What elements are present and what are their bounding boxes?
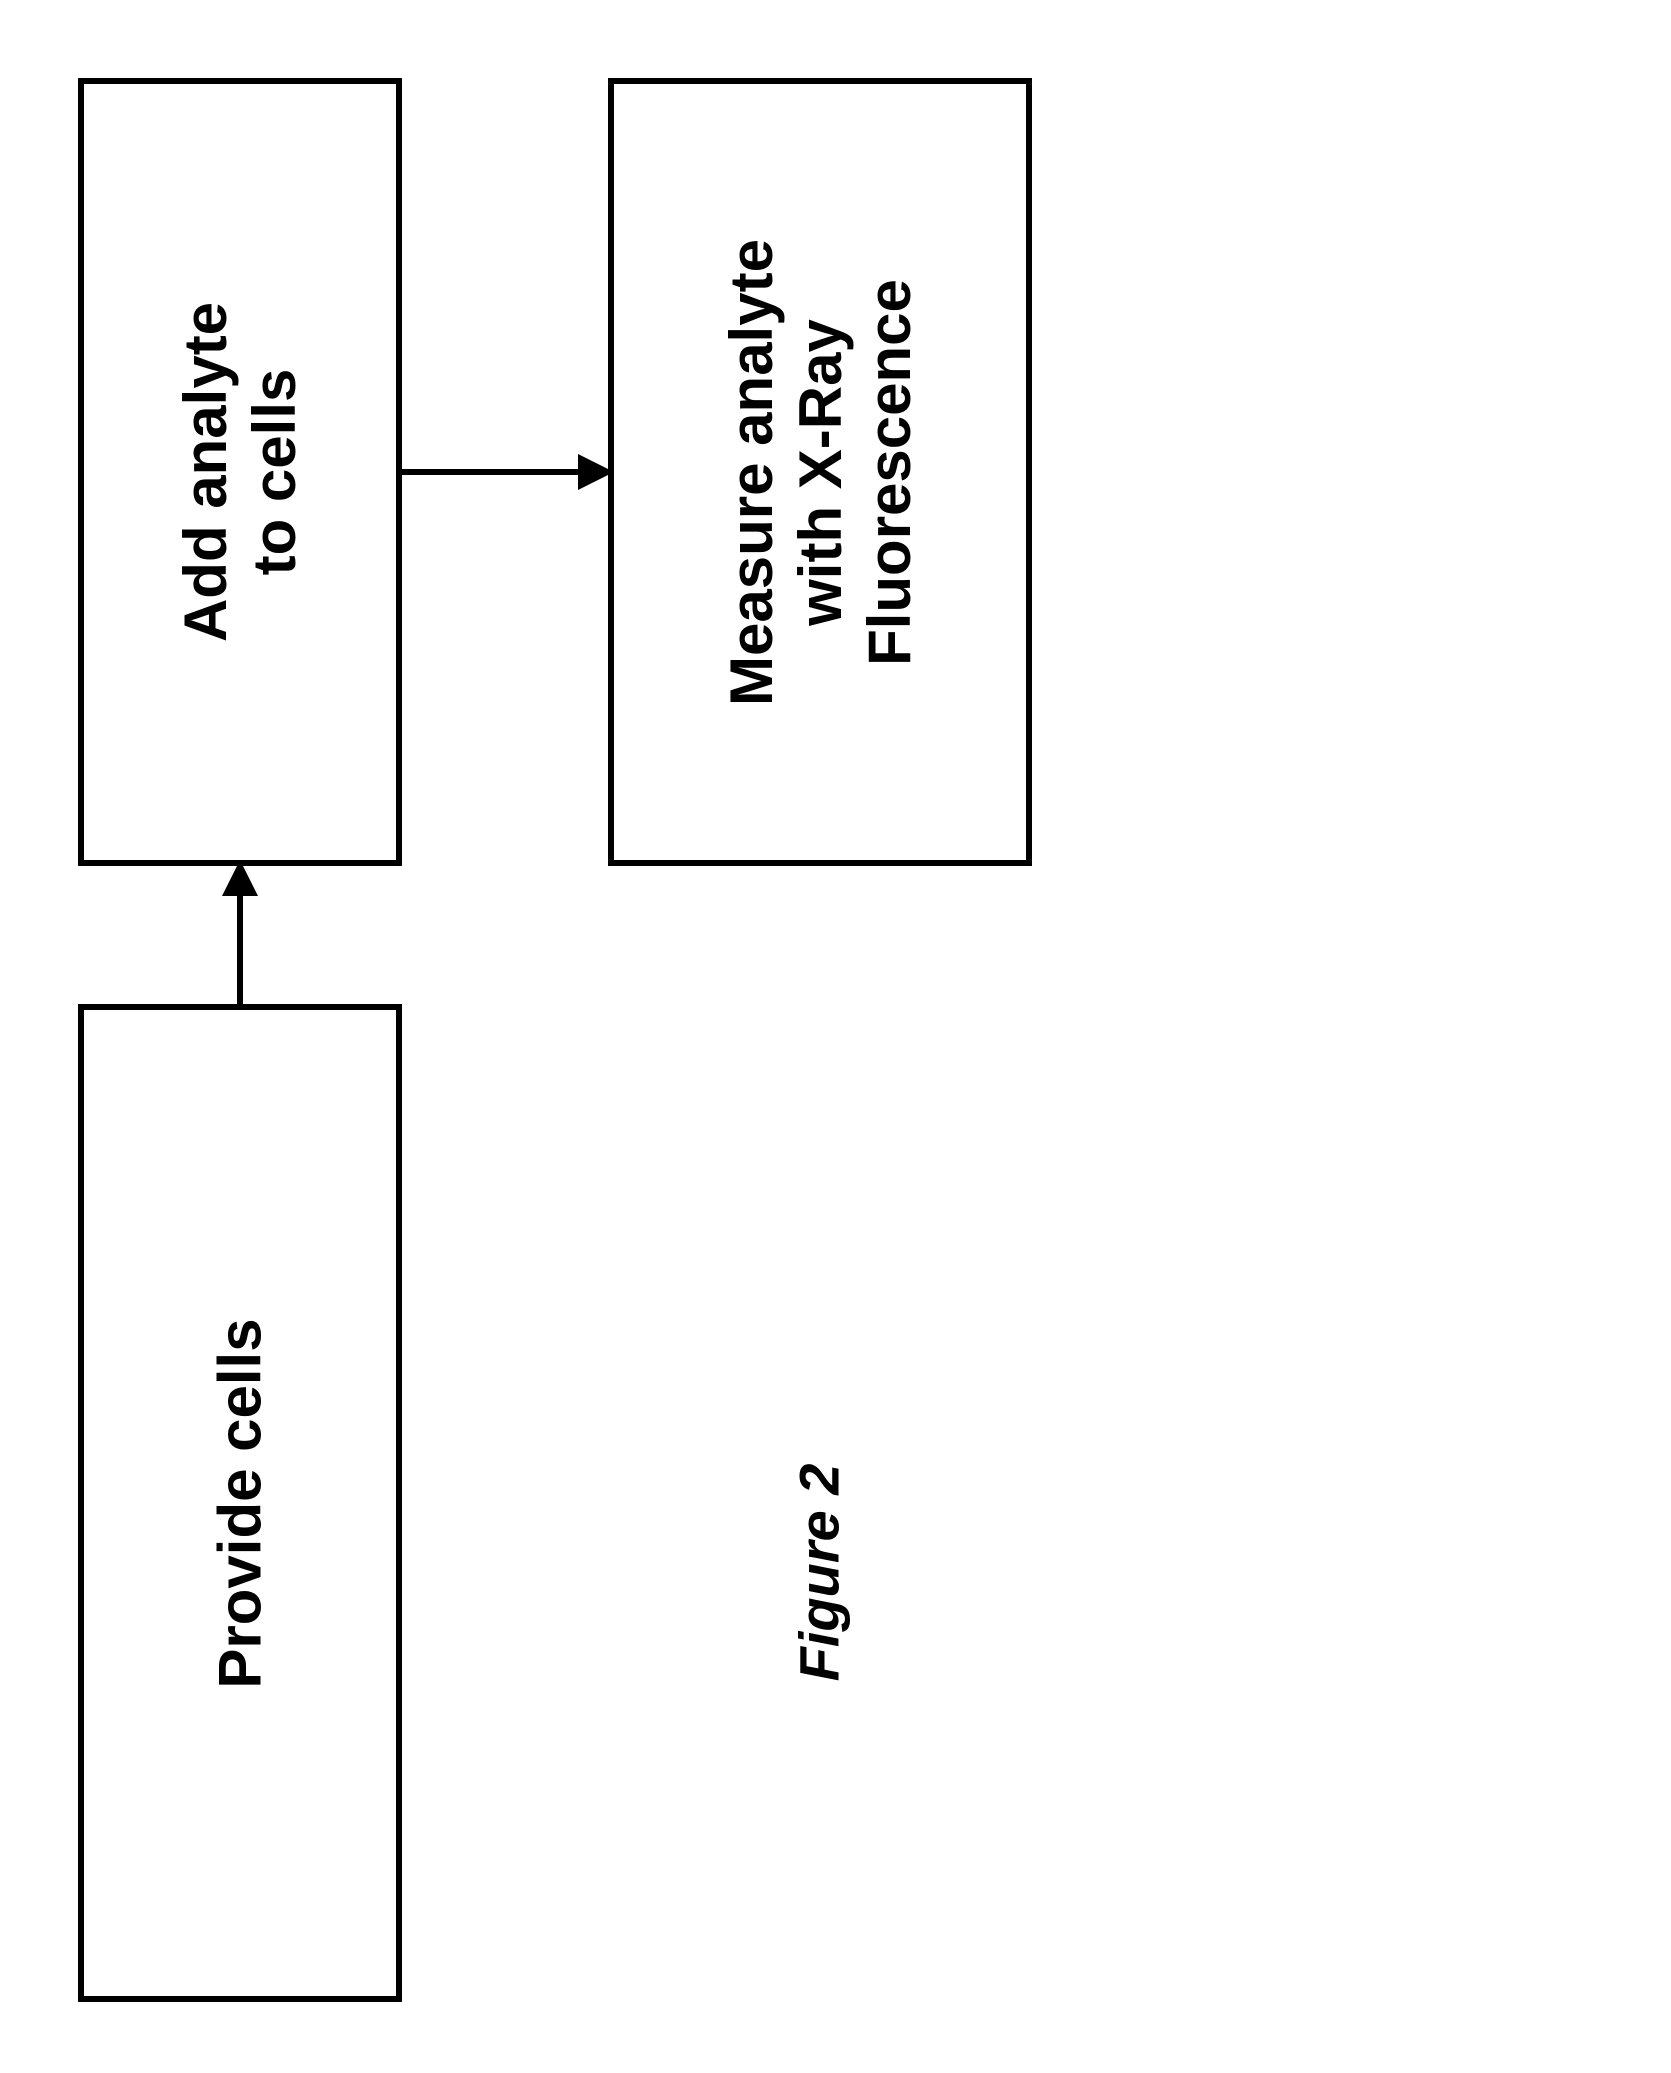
node-provide-cells: Provide cells (78, 1004, 402, 2002)
node-label-provide-cells: Provide cells (206, 1318, 275, 1688)
node-label-measure-xrf: Measure analyte with X-Ray Fluorescence (717, 239, 924, 706)
diagram-canvas: Provide cells Add analyte to cells Measu… (0, 0, 1671, 2073)
node-label-add-analyte: Add analyte to cells (171, 302, 309, 642)
figure-caption: Figure 2 (786, 1464, 851, 1682)
node-add-analyte: Add analyte to cells (78, 78, 402, 866)
node-measure-xrf: Measure analyte with X-Ray Fluorescence (608, 78, 1032, 866)
